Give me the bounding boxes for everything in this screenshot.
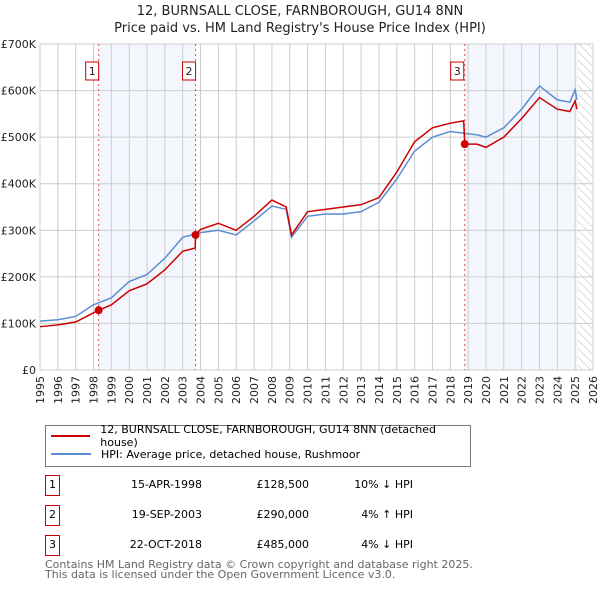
y-tick-label: £400K xyxy=(1,178,37,191)
x-tick-label: 2009 xyxy=(284,376,297,404)
future-hatched-area xyxy=(577,44,593,370)
sale-row: 3 22-OCT-2018 £485,000 4% ↓ HPI xyxy=(45,535,445,556)
x-tick-label: 2007 xyxy=(248,376,261,404)
sale-label: 2 xyxy=(186,65,193,78)
chart-title: 12, BURNSALL CLOSE, FARNBOROUGH, GU14 8N… xyxy=(136,4,464,19)
legend-label: HPI: Average price, detached house, Rush… xyxy=(101,447,361,461)
sale-label: 1 xyxy=(89,65,96,78)
sale-point xyxy=(94,306,103,315)
sale-number: 1 xyxy=(45,475,60,496)
x-tick-label: 2023 xyxy=(533,376,546,404)
x-tick-label: 2004 xyxy=(195,376,208,404)
sale-price: £128,500 xyxy=(256,478,310,491)
x-tick-label: 2018 xyxy=(444,376,457,404)
sale-number: 3 xyxy=(45,535,60,556)
sale-label-box xyxy=(450,61,465,81)
hpi-line xyxy=(39,84,578,322)
footer-line: Contains HM Land Registry data © Crown c… xyxy=(45,558,473,571)
y-tick-label: £600K xyxy=(1,85,37,98)
x-tick-label: 2005 xyxy=(212,376,225,404)
x-tick-label: 1999 xyxy=(105,376,118,404)
x-tick-label: 2022 xyxy=(516,376,529,404)
y-tick-label: £0 xyxy=(22,364,36,377)
x-tick-label: 2011 xyxy=(319,376,332,404)
sale-hpi: 4% ↑ HPI xyxy=(361,508,413,521)
sale-hpi: 4% ↓ HPI xyxy=(361,538,413,551)
sale-label: 3 xyxy=(454,65,461,78)
sale-date: 15-APR-1998 xyxy=(130,478,202,491)
x-tick-label: 2008 xyxy=(266,376,279,404)
y-tick-label: £100K xyxy=(1,317,37,330)
y-tick-label: £300K xyxy=(1,224,37,237)
property-price-line xyxy=(39,96,578,328)
sale-price: £290,000 xyxy=(256,508,310,521)
x-tick-label: 2003 xyxy=(177,376,190,404)
x-tick-label: 1997 xyxy=(70,376,83,404)
x-tick-label: 2021 xyxy=(498,376,511,404)
y-tick-label: £200K xyxy=(1,271,37,284)
x-tick-label: 2025 xyxy=(569,376,582,404)
x-tick-label: 2016 xyxy=(409,376,422,404)
sale-point xyxy=(191,230,200,239)
x-tick-label: 2012 xyxy=(337,376,350,404)
x-tick-label: 1998 xyxy=(88,376,101,404)
plot-border xyxy=(39,43,594,371)
x-tick-label: 1995 xyxy=(34,376,47,404)
x-tick-label: 2006 xyxy=(230,376,243,404)
x-tick-label: 2002 xyxy=(159,376,172,404)
x-tick-label: 2020 xyxy=(480,376,493,404)
sale-point xyxy=(460,140,469,149)
legend-label: 12, BURNSALL CLOSE, FARNBOROUGH, GU14 8N… xyxy=(100,423,436,449)
sale-label-box xyxy=(85,61,100,81)
x-tick-label: 2017 xyxy=(426,376,439,404)
footer-line: This data is licensed under the Open Gov… xyxy=(45,568,396,581)
legend-item-property: 12, BURNSALL CLOSE, FARNBOROUGH, GU14 8N… xyxy=(51,423,470,449)
footer: Contains HM Land Registry data © Crown c… xyxy=(45,558,473,581)
x-tick-label: 2001 xyxy=(141,376,154,404)
sale-date: 19-SEP-2003 xyxy=(131,508,202,521)
sale-hpi: 10% ↓ HPI xyxy=(354,478,413,491)
legend: 12, BURNSALL CLOSE, FARNBOROUGH, GU14 8N… xyxy=(45,423,471,467)
sale-row: 1 15-APR-1998 £128,500 10% ↓ HPI xyxy=(45,475,445,496)
x-tick-label: 2019 xyxy=(462,376,475,404)
x-tick-label: 2014 xyxy=(373,376,386,404)
sale-row: 2 19-SEP-2003 £290,000 4% ↑ HPI xyxy=(45,505,445,526)
sale-price: £485,000 xyxy=(256,538,310,551)
price-chart: 1995 1996 1997 1998 1999 2000 2001 2002 2003 2004… xyxy=(1,38,600,404)
x-tick-label: 2013 xyxy=(355,376,368,404)
legend-swatch-blue xyxy=(51,453,91,455)
x-tick-label: 2000 xyxy=(123,376,136,404)
sale-number: 2 xyxy=(45,505,60,526)
chart-subtitle: Price paid vs. HM Land Registry's House … xyxy=(114,21,486,36)
legend-swatch-red xyxy=(51,435,91,437)
y-tick-label: £500K xyxy=(1,131,37,144)
sale-date: 22-OCT-2018 xyxy=(129,538,202,551)
legend-item-hpi: HPI: Average price, detached house, Rush… xyxy=(51,446,360,462)
x-tick-label: 2026 xyxy=(587,376,600,404)
y-tick-label: £700K xyxy=(1,38,37,51)
sale-label-box xyxy=(182,61,197,81)
x-tick-label: 1996 xyxy=(52,376,65,404)
x-tick-label: 2010 xyxy=(302,376,315,404)
x-tick-label: 2024 xyxy=(551,376,564,404)
x-tick-label: 2015 xyxy=(391,376,404,404)
